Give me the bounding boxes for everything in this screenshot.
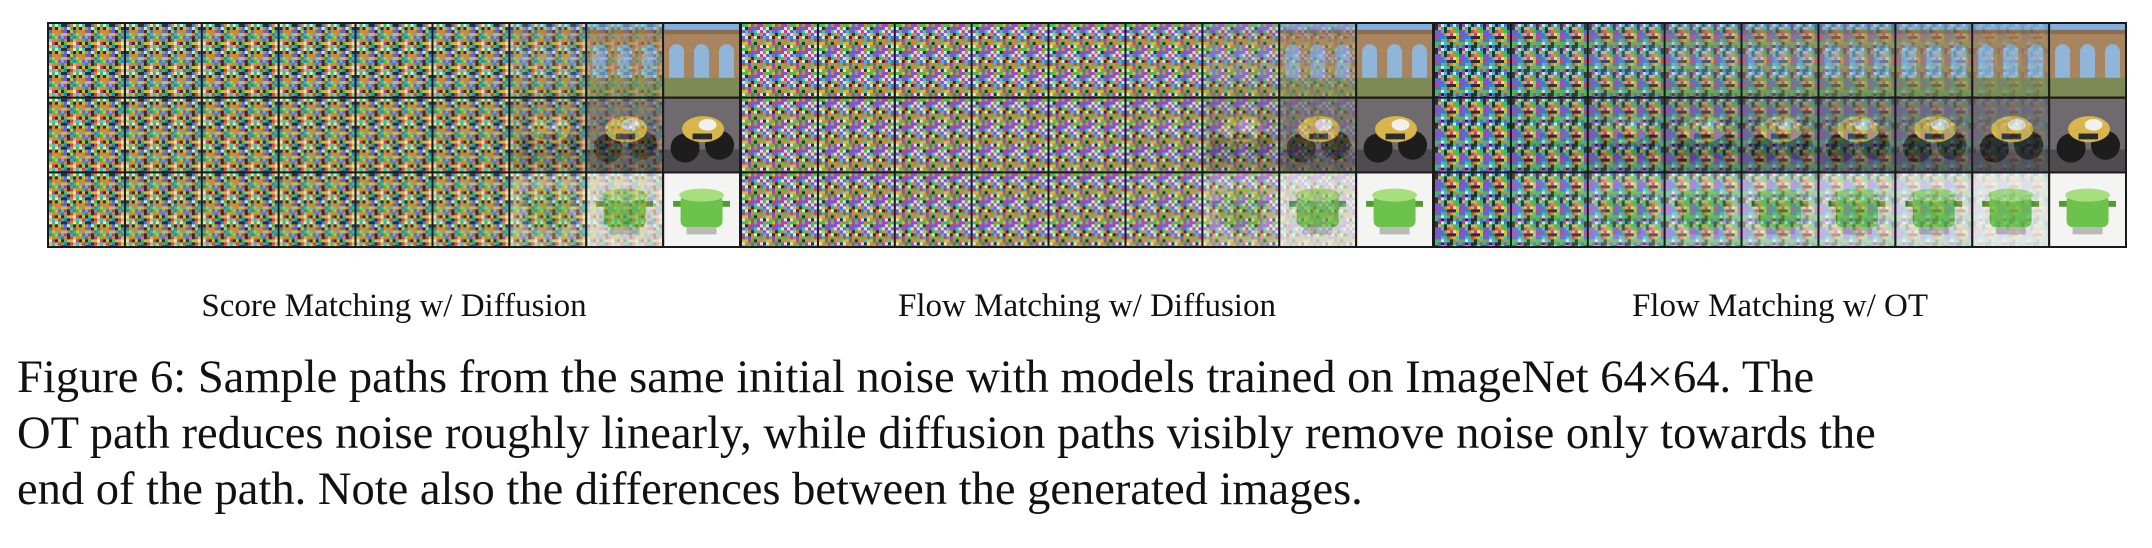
sample-thumbnail: [587, 173, 663, 246]
sample-path-grid: [1435, 24, 2125, 246]
sample-thumbnail: [2050, 24, 2125, 97]
sample-thumbnail: [818, 98, 894, 172]
sample-thumbnail: [1280, 24, 1356, 97]
sample-thumbnail: [1819, 98, 1895, 172]
sample-thumbnail: [895, 98, 971, 172]
sample-thumbnail: [972, 24, 1048, 97]
sample-thumbnail: [1357, 98, 1432, 172]
sample-thumbnail: [972, 173, 1048, 246]
sample-thumbnail: [356, 98, 432, 172]
sample-thumbnail: [1203, 98, 1279, 172]
sample-thumbnail: [972, 98, 1048, 172]
sample-thumbnail: [49, 98, 124, 172]
sample-thumbnail: [202, 24, 278, 97]
sample-thumbnail: [125, 173, 201, 246]
sample-path-panel-flow-matching-diffusion: [740, 22, 1434, 248]
sample-thumbnail: [587, 24, 663, 97]
sample-thumbnail: [1588, 173, 1664, 246]
sample-thumbnail: [1280, 98, 1356, 172]
sample-path-grid: [49, 24, 739, 246]
sample-thumbnail: [510, 24, 586, 97]
sample-thumbnail: [664, 98, 739, 172]
sample-thumbnail: [1588, 24, 1664, 97]
sample-thumbnail: [279, 173, 355, 246]
sample-path-panel-score-matching: [47, 22, 741, 248]
sample-thumbnail: [742, 173, 817, 246]
panel-label-flow-matching-diffusion: Flow Matching w/ Diffusion: [898, 288, 1276, 324]
sample-thumbnail: [1819, 24, 1895, 97]
sample-thumbnail: [356, 24, 432, 97]
sample-thumbnail: [1049, 98, 1125, 172]
sample-thumbnail: [1511, 173, 1587, 246]
sample-thumbnail: [356, 173, 432, 246]
sample-thumbnail: [1896, 173, 1972, 246]
sample-thumbnail: [895, 173, 971, 246]
sample-thumbnail: [1357, 24, 1432, 97]
sample-thumbnail: [1126, 98, 1202, 172]
sample-thumbnail: [1973, 24, 2049, 97]
sample-thumbnail: [742, 24, 817, 97]
sample-thumbnail: [125, 98, 201, 172]
sample-thumbnail: [587, 98, 663, 172]
sample-thumbnail: [1896, 24, 1972, 97]
sample-thumbnail: [279, 98, 355, 172]
sample-thumbnail: [1588, 98, 1664, 172]
sample-thumbnail: [1742, 24, 1818, 97]
sample-thumbnail: [1126, 173, 1202, 246]
sample-thumbnail: [433, 98, 509, 172]
sample-thumbnail: [202, 98, 278, 172]
sample-thumbnail: [510, 173, 586, 246]
sample-path-grid: [742, 24, 1432, 246]
sample-thumbnail: [1435, 173, 1510, 246]
sample-thumbnail: [895, 24, 971, 97]
sample-thumbnail: [1665, 24, 1741, 97]
sample-thumbnail: [510, 98, 586, 172]
figure-caption: Figure 6: Sample paths from the same ini…: [17, 350, 2135, 518]
sample-thumbnail: [742, 98, 817, 172]
sample-thumbnail: [1973, 173, 2049, 246]
sample-path-panel-flow-matching-ot: [1433, 22, 2127, 248]
sample-thumbnail: [1973, 98, 2049, 172]
sample-thumbnail: [49, 173, 124, 246]
sample-thumbnail: [1203, 173, 1279, 246]
sample-thumbnail: [1049, 24, 1125, 97]
sample-thumbnail: [1896, 98, 1972, 172]
sample-thumbnail: [49, 24, 124, 97]
sample-thumbnail: [125, 24, 201, 97]
sample-thumbnail: [1357, 173, 1432, 246]
sample-thumbnail: [279, 24, 355, 97]
sample-thumbnail: [1435, 24, 1510, 97]
sample-thumbnail: [1435, 98, 1510, 172]
sample-thumbnail: [1819, 173, 1895, 246]
sample-thumbnail: [664, 173, 739, 246]
sample-thumbnail: [1049, 173, 1125, 246]
sample-thumbnail: [1511, 24, 1587, 97]
caption-line: Figure 6: Sample paths from the same ini…: [17, 352, 1815, 403]
sample-thumbnail: [664, 24, 739, 97]
sample-thumbnail: [1742, 98, 1818, 172]
sample-thumbnail: [818, 173, 894, 246]
caption-line: end of the path. Note also the differenc…: [17, 464, 1363, 515]
sample-thumbnail: [433, 24, 509, 97]
sample-thumbnail: [1665, 98, 1741, 172]
sample-thumbnail: [818, 24, 894, 97]
sample-thumbnail: [1203, 24, 1279, 97]
sample-thumbnail: [1665, 173, 1741, 246]
caption-line: OT path reduces noise roughly linearly, …: [17, 408, 1876, 459]
sample-thumbnail: [1742, 173, 1818, 246]
panel-label-score-matching: Score Matching w/ Diffusion: [201, 288, 587, 324]
sample-thumbnail: [202, 173, 278, 246]
sample-thumbnail: [433, 173, 509, 246]
sample-thumbnail: [2050, 173, 2125, 246]
panel-label-flow-matching-ot: Flow Matching w/ OT: [1631, 288, 1929, 324]
sample-thumbnail: [1280, 173, 1356, 246]
sample-thumbnail: [1511, 98, 1587, 172]
sample-thumbnail: [1126, 24, 1202, 97]
sample-thumbnail: [2050, 98, 2125, 172]
